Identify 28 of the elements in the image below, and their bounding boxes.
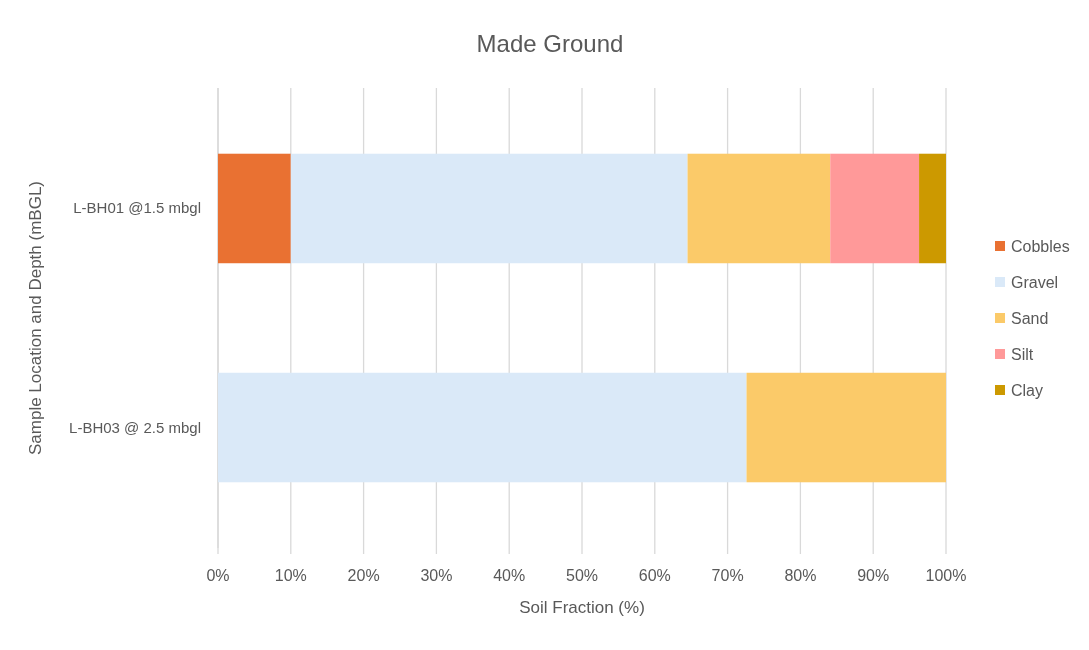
bar — [830, 153, 920, 264]
x-tick-label: 70% — [711, 567, 744, 584]
bar — [687, 153, 831, 264]
x-tick-label: 90% — [857, 567, 890, 584]
x-tick-label: 100% — [925, 567, 967, 584]
bar — [218, 372, 747, 483]
legend-label: Silt — [1011, 346, 1034, 363]
bar — [218, 153, 291, 264]
y-axis-title: Sample Location and Depth (mBGL) — [26, 180, 45, 456]
legend-label: Clay — [1011, 382, 1044, 399]
x-tick-label: 0% — [206, 567, 230, 584]
legend-label: Gravel — [1011, 274, 1059, 291]
bar — [919, 153, 946, 264]
legend-label: Sand — [1011, 310, 1049, 327]
y-tick-label: L-BH01 @1.5 mbgl — [73, 199, 201, 217]
x-tick-label: 20% — [347, 567, 380, 584]
legend-label: Cobbles — [1011, 238, 1070, 255]
bar — [746, 372, 946, 483]
chart-title: Made Ground — [476, 30, 624, 57]
x-tick-label: 50% — [565, 567, 599, 584]
x-axis-title: Soil Fraction (%) — [519, 598, 645, 617]
x-tick-label: 60% — [638, 567, 671, 584]
bar — [290, 153, 688, 264]
x-tick-label: 80% — [784, 567, 817, 584]
y-tick-label: L-BH03 @ 2.5 mbgl — [69, 418, 201, 436]
x-tick-label: 40% — [493, 567, 526, 584]
x-tick-label: 30% — [420, 567, 453, 584]
x-tick-label: 10% — [274, 567, 307, 584]
